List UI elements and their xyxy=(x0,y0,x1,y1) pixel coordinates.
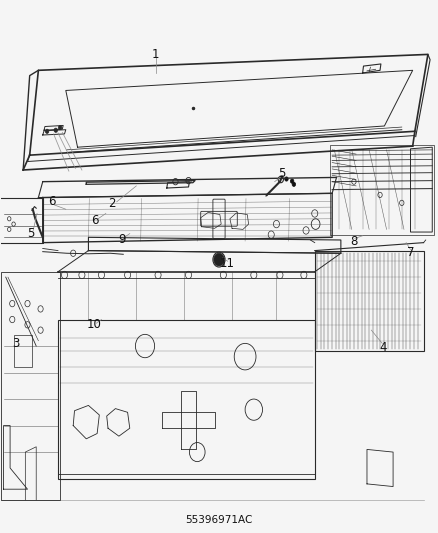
Circle shape xyxy=(292,182,296,187)
Circle shape xyxy=(58,125,62,130)
Circle shape xyxy=(54,128,57,132)
Text: 1: 1 xyxy=(152,48,159,61)
Text: 10: 10 xyxy=(86,318,101,332)
Circle shape xyxy=(46,129,49,133)
Text: 7: 7 xyxy=(407,246,414,259)
Circle shape xyxy=(290,179,294,183)
Text: 11: 11 xyxy=(219,257,234,270)
Text: 3: 3 xyxy=(12,337,19,350)
Text: 6: 6 xyxy=(48,195,56,208)
Text: 9: 9 xyxy=(119,233,126,246)
Text: 2: 2 xyxy=(109,197,116,211)
Text: 6: 6 xyxy=(91,214,99,228)
Circle shape xyxy=(214,253,224,266)
Text: 4: 4 xyxy=(380,341,387,354)
Text: 8: 8 xyxy=(350,235,357,247)
Bar xyxy=(315,251,424,351)
Text: 5: 5 xyxy=(27,227,35,240)
Text: 55396971AC: 55396971AC xyxy=(185,515,253,525)
Bar xyxy=(14,335,32,367)
Text: 5: 5 xyxy=(279,167,286,180)
Circle shape xyxy=(285,177,288,181)
Bar xyxy=(330,144,434,235)
